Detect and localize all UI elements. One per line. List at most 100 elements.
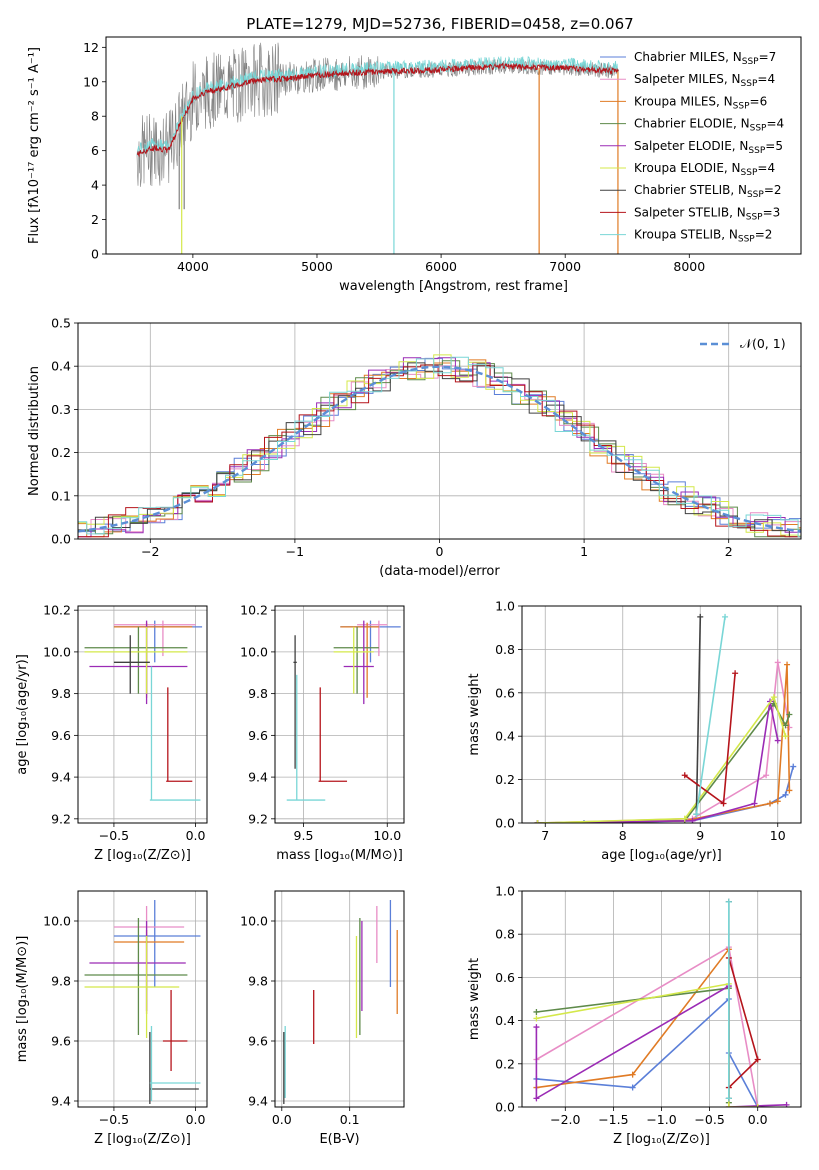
weight-vs-metallicity-ytick-label: 0.4 <box>495 1013 515 1028</box>
mass-vs-metallicity-xlabel: Z [log₁₀(Z/Z⊙)] <box>94 1132 191 1147</box>
weight-vs-age-ytick-label: 0.8 <box>495 642 515 657</box>
mass-vs-extinction-xlabel: E(B-V) <box>319 1132 359 1147</box>
weight-vs-metallicity-xtick-label: −0.5 <box>694 1112 724 1127</box>
weight-vs-age-point-marker <box>790 763 797 770</box>
histogram-xtick-label: 0 <box>436 544 444 559</box>
mass-vs-metallicity-xtick-label: −0.5 <box>99 1112 129 1127</box>
weight-vs-age-series-line <box>695 616 726 815</box>
weight-vs-age-point-marker <box>784 661 791 668</box>
weight-vs-age-xtick-label: 9 <box>696 828 704 843</box>
weight-vs-metallicity-ytick-label: 0.6 <box>495 970 515 985</box>
weight-vs-metallicity-ylabel: mass weight <box>467 958 482 1040</box>
mass-vs-extinction-ytick-label: 9.4 <box>248 1094 268 1109</box>
histogram-ytick-label: 0.4 <box>51 359 71 374</box>
histogram-step-line <box>78 354 801 537</box>
histogram-xtick-label: 2 <box>725 544 733 559</box>
weight-vs-metallicity-frame <box>521 890 802 1108</box>
spectrum-ytick-label: 12 <box>83 40 99 55</box>
histogram-plot-area <box>78 354 801 538</box>
age-vs-mass-xtick-label: 9.5 <box>294 828 314 843</box>
weight-vs-metallicity-point-marker <box>754 1056 761 1063</box>
age-vs-metallicity-frame <box>77 605 208 824</box>
weight-vs-metallicity-xtick-label: −1.5 <box>598 1112 628 1127</box>
spectrum-legend: Chabrier MILES, NSSP=7 Salpeter MILES, NS… <box>600 50 784 245</box>
spectrum-plot-area <box>136 42 619 254</box>
spectrum-ytick-label: 6 <box>91 143 99 158</box>
weight-vs-age-series-line <box>537 662 791 823</box>
histogram-xtick-label: −1 <box>286 544 304 559</box>
age-vs-mass-ytick-label: 10.2 <box>240 603 268 618</box>
spectrum-model-line <box>136 62 619 158</box>
age-vs-mass-ytick-label: 9.8 <box>248 686 268 701</box>
age-vs-metallicity-ylabel: age [log₁₀(age/yr)] <box>15 654 30 775</box>
spectrum-legend-label: Chabrier ELODIE, NSSP=4 <box>634 117 784 134</box>
weight-vs-age-ytick-label: 0.6 <box>495 685 515 700</box>
histogram-xtick-label: 1 <box>580 544 588 559</box>
mass-vs-extinction-xtick-label: 0.1 <box>340 1112 360 1127</box>
spectrum-legend-label: Kroupa STELIB, NSSP=2 <box>634 228 772 245</box>
weight-vs-age-point-marker <box>681 772 688 779</box>
histogram-xlabel: (data-model)/error <box>379 564 500 579</box>
age-vs-mass-ytick-label: 10.0 <box>240 644 268 659</box>
weight-vs-age-series-line <box>537 701 779 823</box>
age-vs-mass-ytick-label: 9.4 <box>248 770 268 785</box>
weight-vs-metallicity-xtick-label: −1.0 <box>646 1112 676 1127</box>
histogram-step-line <box>78 360 801 538</box>
weight-vs-metallicity-ytick-label: 0.0 <box>495 1100 515 1115</box>
histogram-step-line <box>78 356 801 538</box>
histogram-gaussian-line <box>78 365 801 533</box>
weight-vs-metallicity-point-marker <box>533 1024 540 1031</box>
age-vs-metallicity-ytick-label: 9.4 <box>51 770 71 785</box>
histogram-step-line <box>78 365 801 538</box>
mass-vs-metallicity-ytick-label: 9.8 <box>51 974 71 989</box>
age-vs-metallicity-plot-area <box>84 620 203 801</box>
histogram-step-line <box>78 357 801 533</box>
weight-vs-age-ytick-label: 0.0 <box>495 816 515 831</box>
spectrum-xtick-label: 5000 <box>301 259 333 274</box>
weight-vs-metallicity-point-marker <box>725 898 732 905</box>
spectrum-ylabel: Flux [fλ10⁻¹⁷ erg cm⁻² s⁻¹ A⁻¹] <box>27 47 42 244</box>
age-vs-metallicity-ytick-label: 9.6 <box>51 728 71 743</box>
spectrum-xtick-label: 6000 <box>425 259 457 274</box>
weight-vs-metallicity-point-marker <box>533 1095 540 1102</box>
spectrum-legend-label: Kroupa ELODIE, NSSP=4 <box>634 161 775 178</box>
weight-vs-age-point-marker <box>763 772 770 779</box>
spectrum-xlabel: wavelength [Angstrom, rest frame] <box>339 279 568 294</box>
weight-vs-age-frame <box>521 605 802 824</box>
weight-vs-age-point-marker <box>782 722 789 729</box>
weight-vs-age-point-marker <box>534 820 541 823</box>
weight-vs-age-plot-area <box>534 613 797 823</box>
weight-vs-metallicity-xtick-label: 0.0 <box>748 1112 768 1127</box>
weight-vs-age-ytick-label: 0.2 <box>495 772 515 787</box>
weight-vs-age-ytick-label: 0.4 <box>495 729 515 744</box>
weight-vs-age-point-marker <box>782 733 789 740</box>
age-vs-metallicity-xtick-label: −0.5 <box>99 828 129 843</box>
spectrum-panel: 4000 5000 6000 7000 8000 0 2 4 6 8 10 12 wavelength … <box>27 36 802 294</box>
histogram-ytick-label: 0.3 <box>51 402 71 417</box>
histogram-ylabel: Normed distribution <box>27 366 42 496</box>
weight-vs-metallicity-point-marker <box>629 1084 636 1091</box>
histogram-step-line <box>78 364 801 538</box>
histogram-ytick-label: 0.2 <box>51 445 71 460</box>
weight-vs-age-point-marker <box>681 815 688 822</box>
spectrum-xtick-label: 7000 <box>549 259 581 274</box>
weight-vs-age-point-marker <box>774 659 781 666</box>
mass-vs-metallicity-ytick-label: 10.0 <box>43 914 71 929</box>
weight-vs-age-xlabel: age [log₁₀(age/yr)] <box>601 848 722 863</box>
spectrum-legend-label: Chabrier MILES, NSSP=7 <box>634 50 776 67</box>
weight-vs-age-series-line <box>695 616 702 815</box>
spectrum-frame <box>105 36 802 255</box>
weight-vs-age-ylabel: mass weight <box>467 673 482 755</box>
mass-vs-extinction-xtick-label: 0.0 <box>272 1112 292 1127</box>
mass-vs-metallicity-ytick-label: 9.4 <box>51 1094 71 1109</box>
mass-vs-metallicity-panel: −0.5 0.0 9.4 9.6 9.8 10.0 Z [log₁₀(Z/Z⊙)] mass … <box>15 890 208 1147</box>
weight-vs-age-point-marker <box>774 737 781 744</box>
figure-title: PLATE=1279, MJD=52736, FIBERID=0458, z=0… <box>246 15 633 33</box>
weight-vs-age-point-marker <box>693 811 700 818</box>
weight-vs-age-point-marker <box>782 791 789 798</box>
weight-vs-metallicity-point-marker <box>533 1015 540 1022</box>
weight-vs-age-point-marker <box>720 800 727 807</box>
weight-vs-age-xtick-label: 8 <box>619 828 627 843</box>
weight-vs-metallicity-point-marker <box>533 1008 540 1015</box>
mass-vs-extinction-ytick-label: 10.0 <box>240 914 268 929</box>
